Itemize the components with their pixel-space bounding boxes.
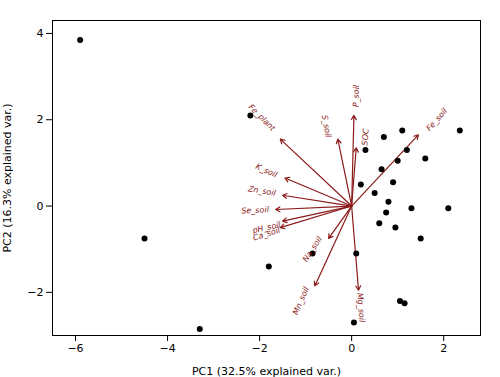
svg-text:2: 2 bbox=[37, 113, 44, 126]
svg-text:Zn_soil: Zn_soil bbox=[246, 184, 277, 198]
svg-text:Fe_soil: Fe_soil bbox=[425, 106, 450, 133]
svg-text:−2: −2 bbox=[251, 342, 267, 355]
svg-text:−6: −6 bbox=[67, 342, 83, 355]
svg-text:0: 0 bbox=[348, 342, 355, 355]
svg-text:Na_soil: Na_soil bbox=[301, 234, 325, 263]
svg-text:P_soil: P_soil bbox=[352, 84, 362, 107]
svg-text:−2: −2 bbox=[27, 286, 43, 299]
svg-text:4: 4 bbox=[37, 27, 44, 40]
svg-text:K_soil: K_soil bbox=[254, 162, 279, 180]
svg-text:Mg_soil: Mg_soil bbox=[355, 292, 366, 323]
svg-text:PC1 (32.5% explained var.): PC1 (32.5% explained var.) bbox=[192, 365, 341, 377]
svg-text:0: 0 bbox=[37, 200, 44, 213]
svg-text:2: 2 bbox=[440, 342, 447, 355]
svg-text:Fe_plant: Fe_plant bbox=[247, 102, 278, 133]
svg-text:PC2 (16.3% explained var.): PC2 (16.3% explained var.) bbox=[1, 103, 14, 252]
svg-text:−4: −4 bbox=[159, 342, 175, 355]
svg-text:SOC: SOC bbox=[360, 128, 370, 146]
svg-text:Mn_soil: Mn_soil bbox=[291, 285, 311, 316]
svg-text:Ca_soil: Ca_soil bbox=[252, 225, 282, 242]
svg-text:S_soil: S_soil bbox=[320, 114, 333, 139]
svg-text:Se_soil: Se_soil bbox=[241, 205, 270, 215]
